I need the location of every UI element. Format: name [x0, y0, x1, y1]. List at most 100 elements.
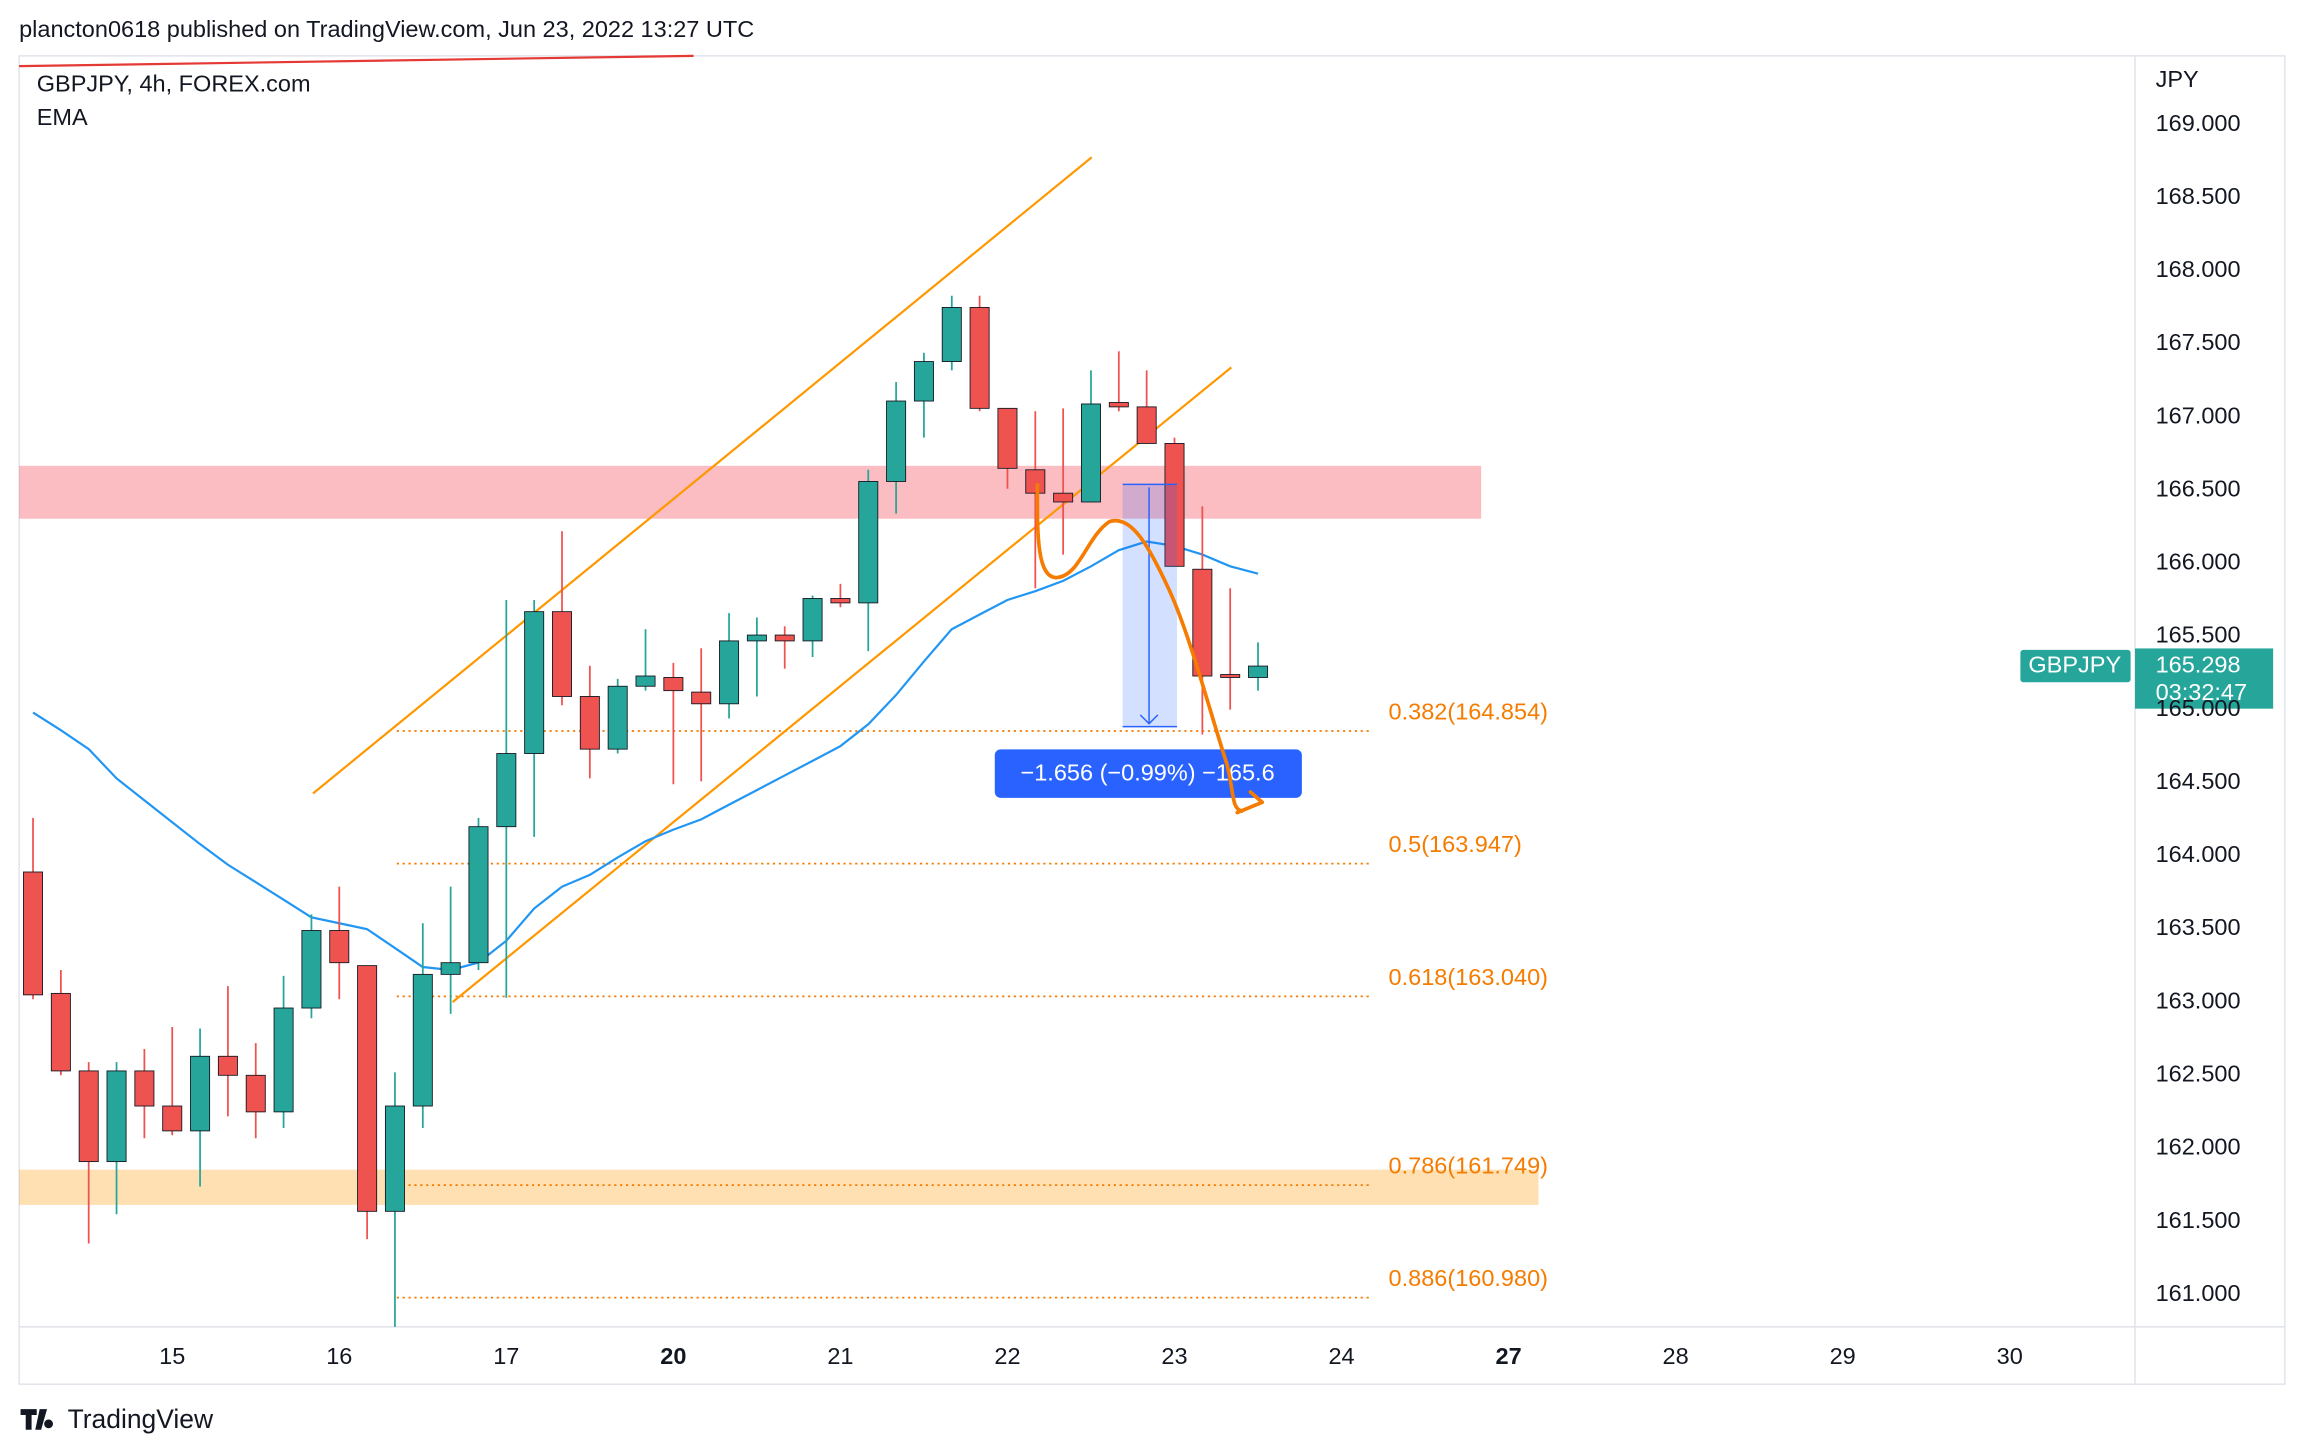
candle-body [886, 400, 907, 482]
resistance-zone [19, 465, 1482, 519]
candle-body [496, 753, 517, 828]
measure-arrowhead [1139, 714, 1159, 725]
candle-body [357, 965, 378, 1212]
candle-body [691, 691, 712, 705]
freehand-arrow [1035, 483, 1265, 815]
candle-body [802, 598, 823, 642]
candle-body [162, 1105, 183, 1132]
candle-body [1080, 403, 1101, 503]
candle-body [78, 1070, 99, 1163]
logo-icon [20, 1409, 53, 1430]
fib-level-label: 0.886(160.980) [1389, 1265, 1548, 1291]
candle-body [969, 306, 990, 409]
candle-body [50, 992, 71, 1072]
published-line: plancton0618 published on TradingView.co… [19, 16, 754, 42]
y-tick-label: 168.000 [2156, 256, 2241, 282]
x-tick-label: 22 [994, 1343, 1020, 1369]
y-tick-label: 162.500 [2156, 1061, 2241, 1087]
candle-body [719, 640, 740, 705]
fib-level-label: 0.618(163.040) [1389, 964, 1548, 990]
candle-body [1192, 568, 1213, 677]
x-tick-label: 15 [159, 1343, 185, 1369]
measure-label: −1.656 (−0.99%) −165.6 [1021, 760, 1275, 786]
candle-body [858, 481, 879, 604]
candle-body [774, 634, 795, 642]
y-tick-label: 162.000 [2156, 1134, 2241, 1160]
y-tick-label: 166.000 [2156, 549, 2241, 575]
y-tick-label: 165.000 [2156, 695, 2241, 721]
candle-body [217, 1055, 238, 1076]
fib-level-label: 0.5(163.947) [1389, 831, 1522, 857]
candle-body [412, 973, 433, 1107]
candle-body [1025, 469, 1046, 494]
indicator-legend: EMA [37, 104, 88, 130]
chart-frame [18, 55, 2286, 1385]
fib-level-label: 0.786(161.749) [1389, 1153, 1548, 1179]
candle-body [1136, 406, 1157, 444]
y-tick-label: 165.500 [2156, 622, 2241, 648]
candle-body [23, 871, 44, 996]
candle-body [830, 598, 851, 604]
brand-logo: TradingView [20, 1404, 214, 1434]
candle-body [190, 1055, 211, 1132]
y-tick-label: 167.500 [2156, 329, 2241, 355]
candle-body [1248, 665, 1269, 678]
candle-body [329, 930, 350, 964]
candle-body [579, 696, 600, 750]
channel-line [312, 156, 1093, 795]
candle-body [384, 1105, 405, 1212]
y-tick-label: 161.000 [2156, 1280, 2241, 1306]
drawn-line [19, 54, 694, 68]
candle-body [301, 930, 322, 1009]
y-tick-label: 167.000 [2156, 402, 2241, 428]
candle-body [1220, 674, 1241, 678]
x-tick-label: 24 [1328, 1343, 1354, 1369]
x-tick-label: 23 [1161, 1343, 1187, 1369]
candle-body [941, 306, 962, 362]
candle-body [746, 634, 767, 642]
x-tick-label: 16 [326, 1343, 352, 1369]
candle-body [552, 611, 572, 697]
candle-body [607, 685, 628, 750]
x-tick-label: 28 [1663, 1343, 1689, 1369]
candle-body [134, 1070, 155, 1107]
x-tick-label: 27 [1496, 1343, 1522, 1369]
y-tick-label: 163.000 [2156, 987, 2241, 1013]
symbol-tag-box [2020, 649, 2131, 683]
candle-body [468, 826, 489, 964]
brand-name: TradingView [68, 1404, 214, 1434]
y-tick-label: 163.500 [2156, 914, 2241, 940]
symbol-tag: GBPJPY [2028, 651, 2121, 677]
x-tick-label: 21 [827, 1343, 853, 1369]
channel-line [451, 366, 1233, 1003]
y-tick-label: 161.500 [2156, 1207, 2241, 1233]
candle-body [997, 407, 1018, 469]
x-tick-label: 29 [1830, 1343, 1856, 1369]
ema-line [32, 540, 1259, 972]
y-tick-label: 164.500 [2156, 768, 2241, 794]
candle-body [1053, 492, 1074, 503]
candle-body [106, 1070, 127, 1163]
x-tick-label: 17 [493, 1343, 519, 1369]
y-tick-label: 169.000 [2156, 110, 2241, 136]
symbol-legend: GBPJPY, 4h, FOREX.com [37, 70, 311, 96]
candle-body [1164, 443, 1185, 567]
candle-body [913, 361, 934, 402]
x-tick-label: 20 [660, 1343, 686, 1369]
y-tick-label: 164.000 [2156, 841, 2241, 867]
fib-level-label: 0.382(164.854) [1389, 699, 1548, 725]
candle-body [1108, 402, 1129, 408]
price-tag-value: 165.298 [2156, 651, 2241, 677]
candle-body [524, 611, 545, 754]
y-tick-label: 168.500 [2156, 183, 2241, 209]
candle-body [273, 1007, 294, 1113]
price-tag-box [2135, 648, 2274, 709]
price-tag-countdown: 03:32:47 [2156, 679, 2247, 705]
y-tick-label: 166.500 [2156, 475, 2241, 501]
candle-body [635, 675, 656, 687]
x-tick-label: 30 [1997, 1343, 2023, 1369]
currency-label: JPY [2156, 66, 2199, 92]
candle-body [245, 1074, 266, 1113]
